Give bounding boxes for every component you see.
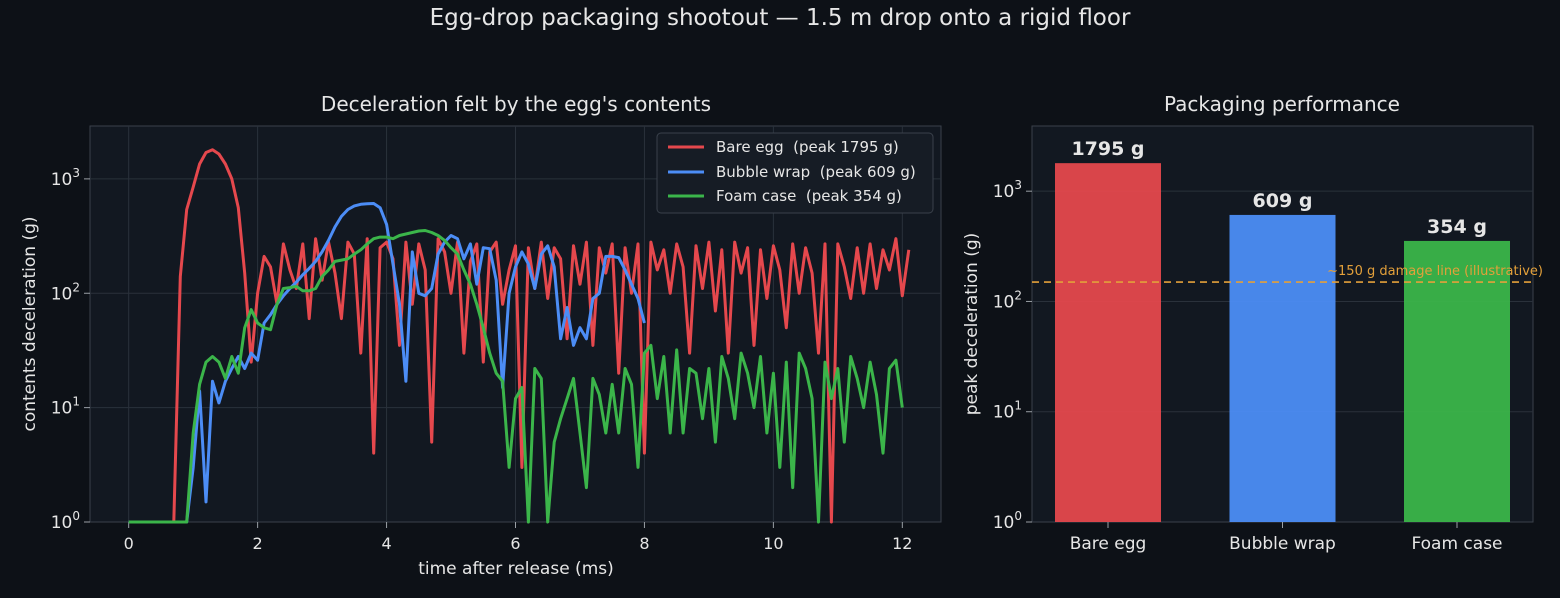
bar-category-label: Bare egg (1070, 534, 1147, 554)
bar-y-tick-label: 101 (993, 399, 1022, 423)
bar-value-label: 609 g (1253, 190, 1313, 212)
line-chart-ticks: 0 2 4 6 8 10 12 100 101 102 103 (51, 166, 913, 553)
legend-label-foam: Foam case (peak 354 g) (716, 187, 902, 205)
figure-title: Egg-drop packaging shootout — 1.5 m drop… (430, 5, 1131, 31)
bar-chart-bars: 1795 g 609 g 354 g (1055, 138, 1510, 522)
legend-box (656, 132, 934, 214)
x-tick-label: 10 (763, 534, 783, 553)
bar-y-tick-label: 100 (993, 509, 1022, 533)
bar-value-label: 1795 g (1071, 138, 1144, 160)
series-line-bubble (128, 202, 646, 524)
bar-chart-panel: Packaging performance 100 101 102 103 Bare e… (962, 92, 1543, 554)
y-tick-label: 103 (51, 166, 80, 190)
bar-chart-y-axis-label: peak deceleration (g) (962, 233, 982, 416)
bar-foam (1404, 240, 1510, 522)
bar-chart-title: Packaging performance (1164, 92, 1400, 116)
line-chart-title: Deceleration felt by the egg's contents (321, 92, 711, 116)
legend-label-bubble: Bubble wrap (peak 609 g) (716, 163, 916, 181)
y-tick-label: 100 (51, 509, 80, 533)
line-chart-x-axis-label: time after release (ms) (418, 559, 614, 579)
damage-line-label: ~150 g damage line (illustrative) (1327, 264, 1543, 279)
x-tick-label: 6 (510, 534, 520, 553)
x-tick-label: 2 (253, 534, 263, 553)
bar-value-label: 354 g (1427, 216, 1487, 238)
line-chart-series (128, 148, 911, 524)
bar-y-tick-label: 103 (993, 178, 1022, 202)
x-tick-label: 0 (124, 534, 134, 553)
series-line-foam (128, 229, 904, 524)
line-chart-panel: Deceleration felt by the egg's contents … (20, 92, 942, 579)
x-tick-label: 4 (381, 534, 391, 553)
x-tick-label: 8 (639, 534, 649, 553)
line-chart-y-axis-label: contents deceleration (g) (20, 216, 40, 431)
damage-reference: ~150 g damage line (illustrative) (1032, 264, 1543, 283)
legend-label-bare: Bare egg (peak 1795 g) (716, 138, 899, 156)
y-tick-label: 101 (51, 395, 80, 419)
bar-category-label: Bubble wrap (1229, 534, 1336, 554)
bar-category-label: Foam case (1411, 534, 1502, 554)
bar-y-tick-label: 102 (993, 288, 1022, 312)
line-chart-legend: Bare egg (peak 1795 g) Bubble wrap (peak… (656, 132, 934, 214)
y-tick-label: 102 (51, 280, 80, 304)
bar-chart-ticks: 100 101 102 103 Bare egg Bubble wrap Foam case (993, 178, 1503, 554)
bar-bubble (1229, 214, 1336, 522)
bar-bare (1055, 163, 1161, 522)
x-tick-label: 12 (892, 534, 912, 553)
